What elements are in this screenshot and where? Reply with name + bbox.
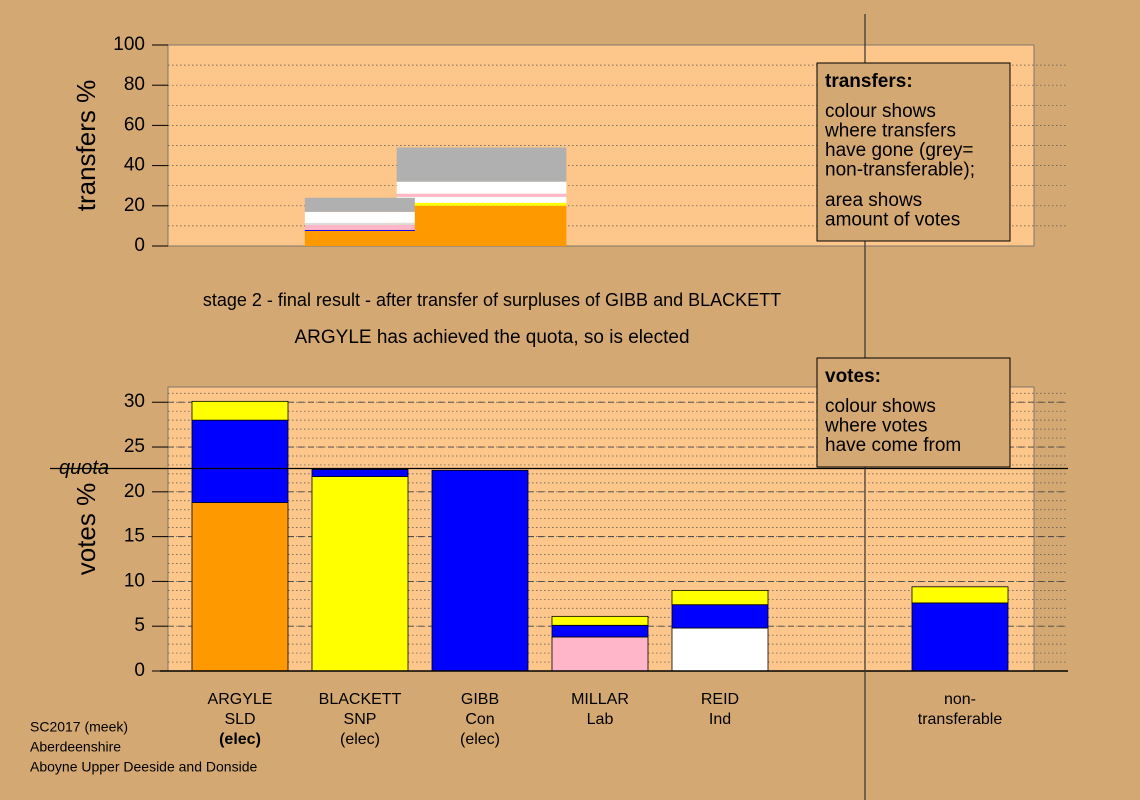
footer: SC2017 (meek)	[30, 719, 128, 735]
y-tick-label: 100	[113, 34, 145, 55]
x-tick-label: transferable	[918, 711, 1003, 728]
bar-segment	[911, 602, 1009, 672]
x-tick-label: Ind	[709, 711, 731, 728]
info-text: amount of votes	[825, 210, 960, 231]
info-text: have gone (grey=	[825, 140, 973, 161]
x-tick-label: MILLAR	[571, 691, 629, 708]
bar-segment	[671, 589, 769, 606]
x-tick-label: (elec)	[460, 731, 500, 748]
x-tick-label: SNP	[344, 711, 377, 728]
info-heading: transfers:	[825, 71, 913, 92]
transfer-segment	[396, 196, 567, 203]
info-text: where transfers	[824, 121, 956, 142]
bar-segment	[671, 604, 769, 629]
x-tick-label: GIBB	[461, 691, 499, 708]
transfer-segment	[304, 230, 415, 246]
y-tick-label: 15	[124, 526, 145, 547]
info-text: non-transferable);	[825, 160, 975, 181]
bar-segment	[431, 469, 529, 672]
y-tick-label: 60	[124, 114, 145, 135]
transfer-segment	[396, 205, 567, 246]
y-tick-label: 10	[124, 570, 145, 591]
info-box	[816, 62, 1011, 242]
transfer-segment	[304, 222, 415, 225]
x-tick-label: non-	[944, 691, 976, 708]
info-text: have come from	[825, 435, 961, 456]
info-text: colour shows	[825, 396, 936, 417]
footer: Aberdeenshire	[30, 739, 121, 755]
bar-segment	[191, 502, 289, 672]
transfer-segment	[304, 229, 415, 231]
transfer-segment	[304, 211, 415, 223]
x-tick-label: Lab	[587, 711, 614, 728]
bar-segment	[671, 627, 769, 672]
y-tick-label: 80	[124, 74, 145, 95]
transfer-segment	[396, 193, 567, 197]
transfer-segment	[396, 202, 567, 206]
bar-segment	[311, 476, 409, 672]
info-heading: votes:	[825, 366, 881, 387]
x-tick-label: ARGYLE	[208, 691, 273, 708]
y-tick-label: 0	[134, 660, 145, 681]
transfer-segment	[396, 181, 567, 194]
bar-segment	[311, 469, 409, 477]
info-text: area shows	[825, 190, 922, 211]
bar-segment	[911, 586, 1009, 604]
caption: stage 2 - final result - after transfer …	[203, 290, 781, 310]
y-tick-label: 0	[134, 235, 145, 256]
y-tick-label: 25	[124, 436, 145, 457]
transfer-segment	[396, 147, 567, 182]
y-tick-label: 30	[124, 391, 145, 412]
y-tick-label: 20	[124, 481, 145, 502]
footer: Aboyne Upper Deeside and Donside	[30, 759, 257, 775]
x-tick-label: SLD	[224, 711, 255, 728]
info-text: colour shows	[825, 101, 936, 122]
x-tick-label: REID	[701, 691, 739, 708]
y-axis-label: votes %	[71, 483, 101, 576]
transfer-segment	[304, 224, 415, 230]
y-tick-label: 5	[134, 615, 145, 636]
caption: ARGYLE has achieved the quota, so is ele…	[294, 327, 689, 348]
bar-segment	[191, 419, 289, 503]
info-text: where votes	[824, 416, 927, 437]
bar-segment	[551, 636, 649, 672]
x-tick-label: BLACKETT	[319, 691, 402, 708]
y-tick-label: 20	[124, 195, 145, 216]
quota-label: quota	[59, 457, 109, 479]
y-tick-label: 40	[124, 155, 145, 176]
bar-segment	[551, 624, 649, 638]
bar-segment	[191, 400, 289, 421]
bar-segment	[551, 615, 649, 626]
y-axis-label: transfers %	[71, 80, 101, 212]
x-tick-label: (elec)	[219, 731, 261, 748]
x-tick-label: (elec)	[340, 731, 380, 748]
transfer-segment	[304, 197, 415, 212]
info-box	[816, 357, 1011, 468]
x-tick-label: Con	[465, 711, 494, 728]
